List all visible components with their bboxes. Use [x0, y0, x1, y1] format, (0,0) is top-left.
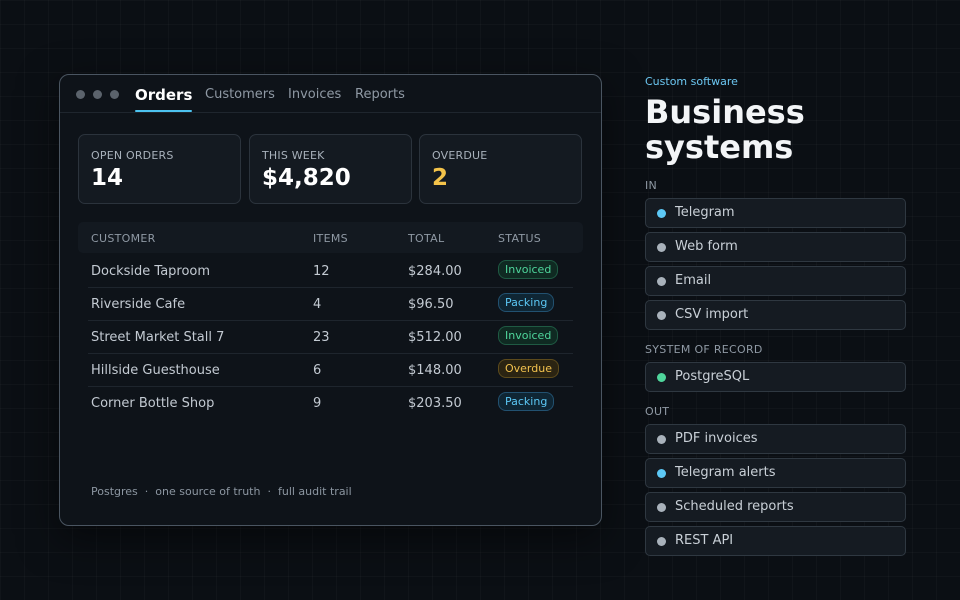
column-header-total[interactable]: TOTAL: [408, 232, 445, 245]
pill-label: CSV import: [675, 307, 749, 322]
table-row[interactable]: Hillside Guesthouse 6 $148.00 Overdue: [88, 354, 573, 387]
tab-orders[interactable]: Orders: [135, 86, 193, 112]
source-csv-import[interactable]: CSV import: [645, 300, 906, 330]
status-dot-icon: [657, 435, 666, 444]
headline-line: Business: [645, 93, 805, 131]
output-pdf-invoices[interactable]: PDF invoices: [645, 424, 906, 454]
pill-label: Email: [675, 273, 712, 288]
column-header-customer[interactable]: CUSTOMER: [91, 232, 156, 245]
pill-label: Telegram: [675, 205, 735, 220]
pill-label: Web form: [675, 239, 738, 254]
footer-part: Postgres: [91, 485, 138, 498]
status-badge: Invoiced: [498, 326, 559, 345]
cell-items: 6: [313, 363, 322, 378]
section-label-out: OUT: [645, 405, 670, 418]
cell-customer: Dockside Taproom: [91, 264, 211, 279]
column-header-status[interactable]: STATUS: [498, 232, 542, 245]
section-label-in: IN: [645, 179, 658, 192]
status-dot-icon: [657, 243, 666, 252]
status-badge: Overdue: [498, 359, 559, 378]
headline-line: systems: [645, 128, 794, 166]
stat-card-this-week: THIS WEEK $4,820: [249, 134, 412, 204]
table-row[interactable]: Dockside Taproom 12 $284.00 Invoiced: [88, 255, 573, 288]
status-dot-icon: [657, 277, 666, 286]
window-control-maximize[interactable]: [110, 90, 119, 99]
source-web-form[interactable]: Web form: [645, 232, 906, 262]
cell-total: $203.50: [408, 396, 462, 411]
status-dot-icon: [657, 537, 666, 546]
cell-customer: Hillside Guesthouse: [91, 363, 220, 378]
column-header-items[interactable]: ITEMS: [313, 232, 348, 245]
table-header: CUSTOMER ITEMS TOTAL STATUS: [78, 222, 583, 253]
status-dot-icon: [657, 209, 666, 218]
tab-invoices[interactable]: Invoices: [288, 87, 342, 102]
table-row[interactable]: Riverside Cafe 4 $96.50 Packing: [88, 288, 573, 321]
footer-separator: ·: [144, 485, 149, 498]
output-rest-api[interactable]: REST API: [645, 526, 906, 556]
status-dot-icon: [657, 503, 666, 512]
stat-card-open-orders: OPEN ORDERS 14: [78, 134, 241, 204]
stat-label: OVERDUE: [432, 149, 488, 162]
pill-label: PostgreSQL: [675, 369, 750, 384]
section-label-system-of-record: SYSTEM OF RECORD: [645, 343, 763, 356]
output-telegram-alerts[interactable]: Telegram alerts: [645, 458, 906, 488]
footer-part: full audit trail: [277, 485, 352, 498]
source-email[interactable]: Email: [645, 266, 906, 296]
cell-total: $148.00: [408, 363, 462, 378]
cell-total: $284.00: [408, 264, 462, 279]
status-dot-icon: [657, 311, 666, 320]
window-titlebar: Orders Customers Invoices Reports: [60, 75, 601, 113]
stat-card-overdue: OVERDUE 2: [419, 134, 582, 204]
tab-customers[interactable]: Customers: [205, 87, 275, 102]
footer-part: one source of truth: [155, 485, 261, 498]
status-badge: Invoiced: [498, 260, 559, 279]
orders-window: Orders Customers Invoices Reports OPEN O…: [59, 74, 602, 526]
cell-customer: Street Market Stall 7: [91, 330, 225, 345]
cell-items: 12: [313, 264, 330, 279]
footer-separator: ·: [267, 485, 271, 498]
status-badge: Packing: [498, 293, 555, 312]
cell-items: 9: [313, 396, 322, 411]
table-row[interactable]: Corner Bottle Shop 9 $203.50 Packing: [88, 387, 573, 420]
window-control-close[interactable]: [76, 90, 85, 99]
stat-label: THIS WEEK: [262, 149, 325, 162]
status-dot-icon: [657, 373, 666, 382]
window-footer: Postgres · one source of truth · full audit …: [91, 485, 352, 498]
tab-reports[interactable]: Reports: [355, 87, 405, 102]
stat-label: OPEN ORDERS: [91, 149, 174, 162]
status-dot-icon: [657, 469, 666, 478]
headline: Business systems: [645, 95, 805, 165]
source-telegram[interactable]: Telegram: [645, 198, 906, 228]
stat-value: 2: [432, 165, 449, 191]
cell-total: $512.00: [408, 330, 462, 345]
cell-items: 4: [313, 297, 322, 312]
pill-label: Scheduled reports: [675, 499, 794, 514]
record-postgresql[interactable]: PostgreSQL: [645, 362, 906, 392]
cell-customer: Corner Bottle Shop: [91, 396, 215, 411]
stat-value: $4,820: [262, 165, 351, 191]
cell-items: 23: [313, 330, 330, 345]
output-scheduled-reports[interactable]: Scheduled reports: [645, 492, 906, 522]
eyebrow-label: Custom software: [645, 75, 738, 88]
table-row[interactable]: Street Market Stall 7 23 $512.00 Invoice…: [88, 321, 573, 354]
status-badge: Packing: [498, 392, 555, 411]
pill-label: PDF invoices: [675, 431, 758, 446]
cell-total: $96.50: [408, 297, 454, 312]
cell-customer: Riverside Cafe: [91, 297, 186, 312]
pill-label: Telegram alerts: [675, 465, 776, 480]
stat-value: 14: [91, 165, 124, 191]
pill-label: REST API: [675, 533, 734, 548]
window-control-minimize[interactable]: [93, 90, 102, 99]
